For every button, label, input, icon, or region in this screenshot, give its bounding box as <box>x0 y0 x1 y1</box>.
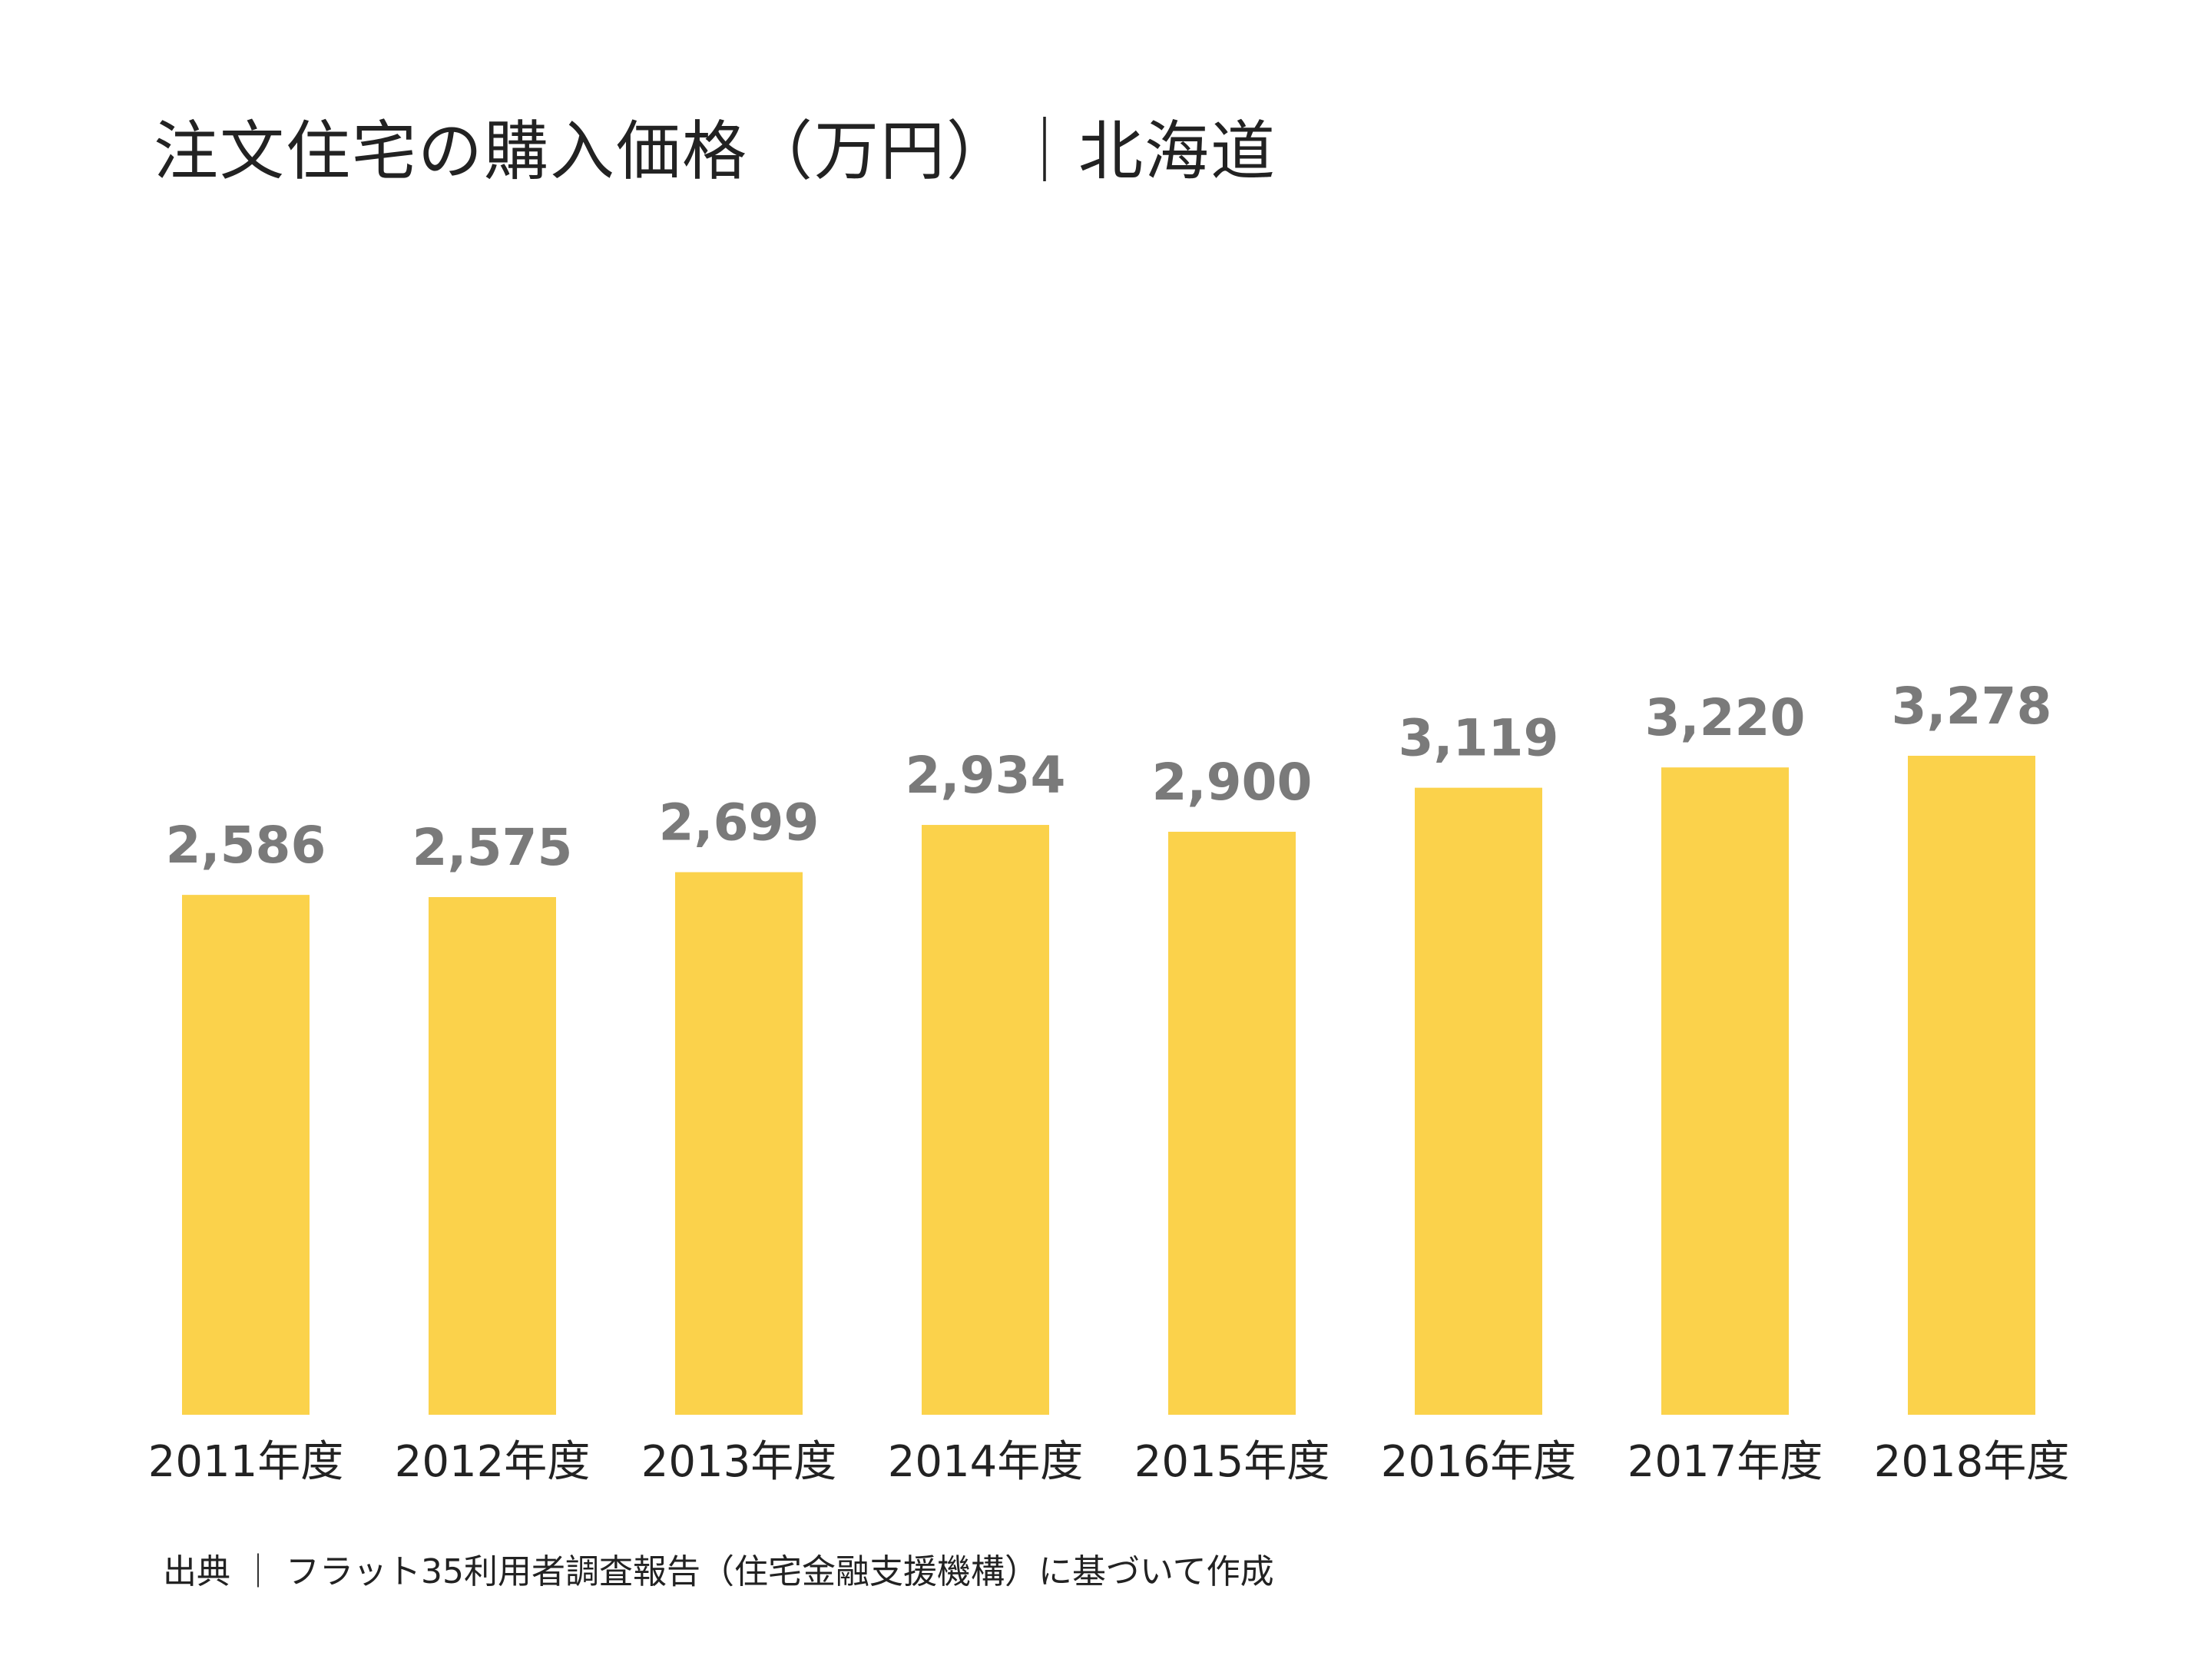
value-label: 2,900 <box>1152 753 1313 812</box>
bar-2017年度 <box>1661 767 1789 1415</box>
value-label: 2,586 <box>166 816 326 875</box>
bar-2011年度 <box>182 895 310 1415</box>
bar-2018年度 <box>1908 756 2035 1415</box>
bar-2013年度 <box>675 872 803 1415</box>
value-label: 2,575 <box>412 818 573 877</box>
value-label: 3,119 <box>1399 709 1559 768</box>
value-label: 3,220 <box>1645 688 1806 747</box>
category-label: 2016年度 <box>1381 1437 1577 1487</box>
bar-2016年度 <box>1415 787 1542 1415</box>
category-label: 2015年度 <box>1134 1437 1330 1487</box>
category-label: 2017年度 <box>1628 1437 1823 1487</box>
category-label: 2012年度 <box>395 1437 591 1487</box>
value-label: 2,699 <box>659 793 820 853</box>
category-label: 2011年度 <box>148 1437 344 1487</box>
bar-2015年度 <box>1168 831 1296 1415</box>
source-note: 出典 ｜ フラット35利用者調査報告（住宅金融支援機構）に基づいて作成 <box>163 1552 1274 1591</box>
category-label: 2014年度 <box>888 1437 1084 1487</box>
bar-2014年度 <box>922 825 1049 1415</box>
bar-2012年度 <box>429 897 556 1415</box>
category-label: 2018年度 <box>1874 1437 2070 1487</box>
category-label: 2013年度 <box>641 1437 837 1487</box>
chart-title: 注文住宅の購入価格（万円）｜北海道 <box>154 114 1277 189</box>
value-label: 3,278 <box>1892 677 2052 736</box>
value-label: 2,934 <box>906 746 1066 805</box>
